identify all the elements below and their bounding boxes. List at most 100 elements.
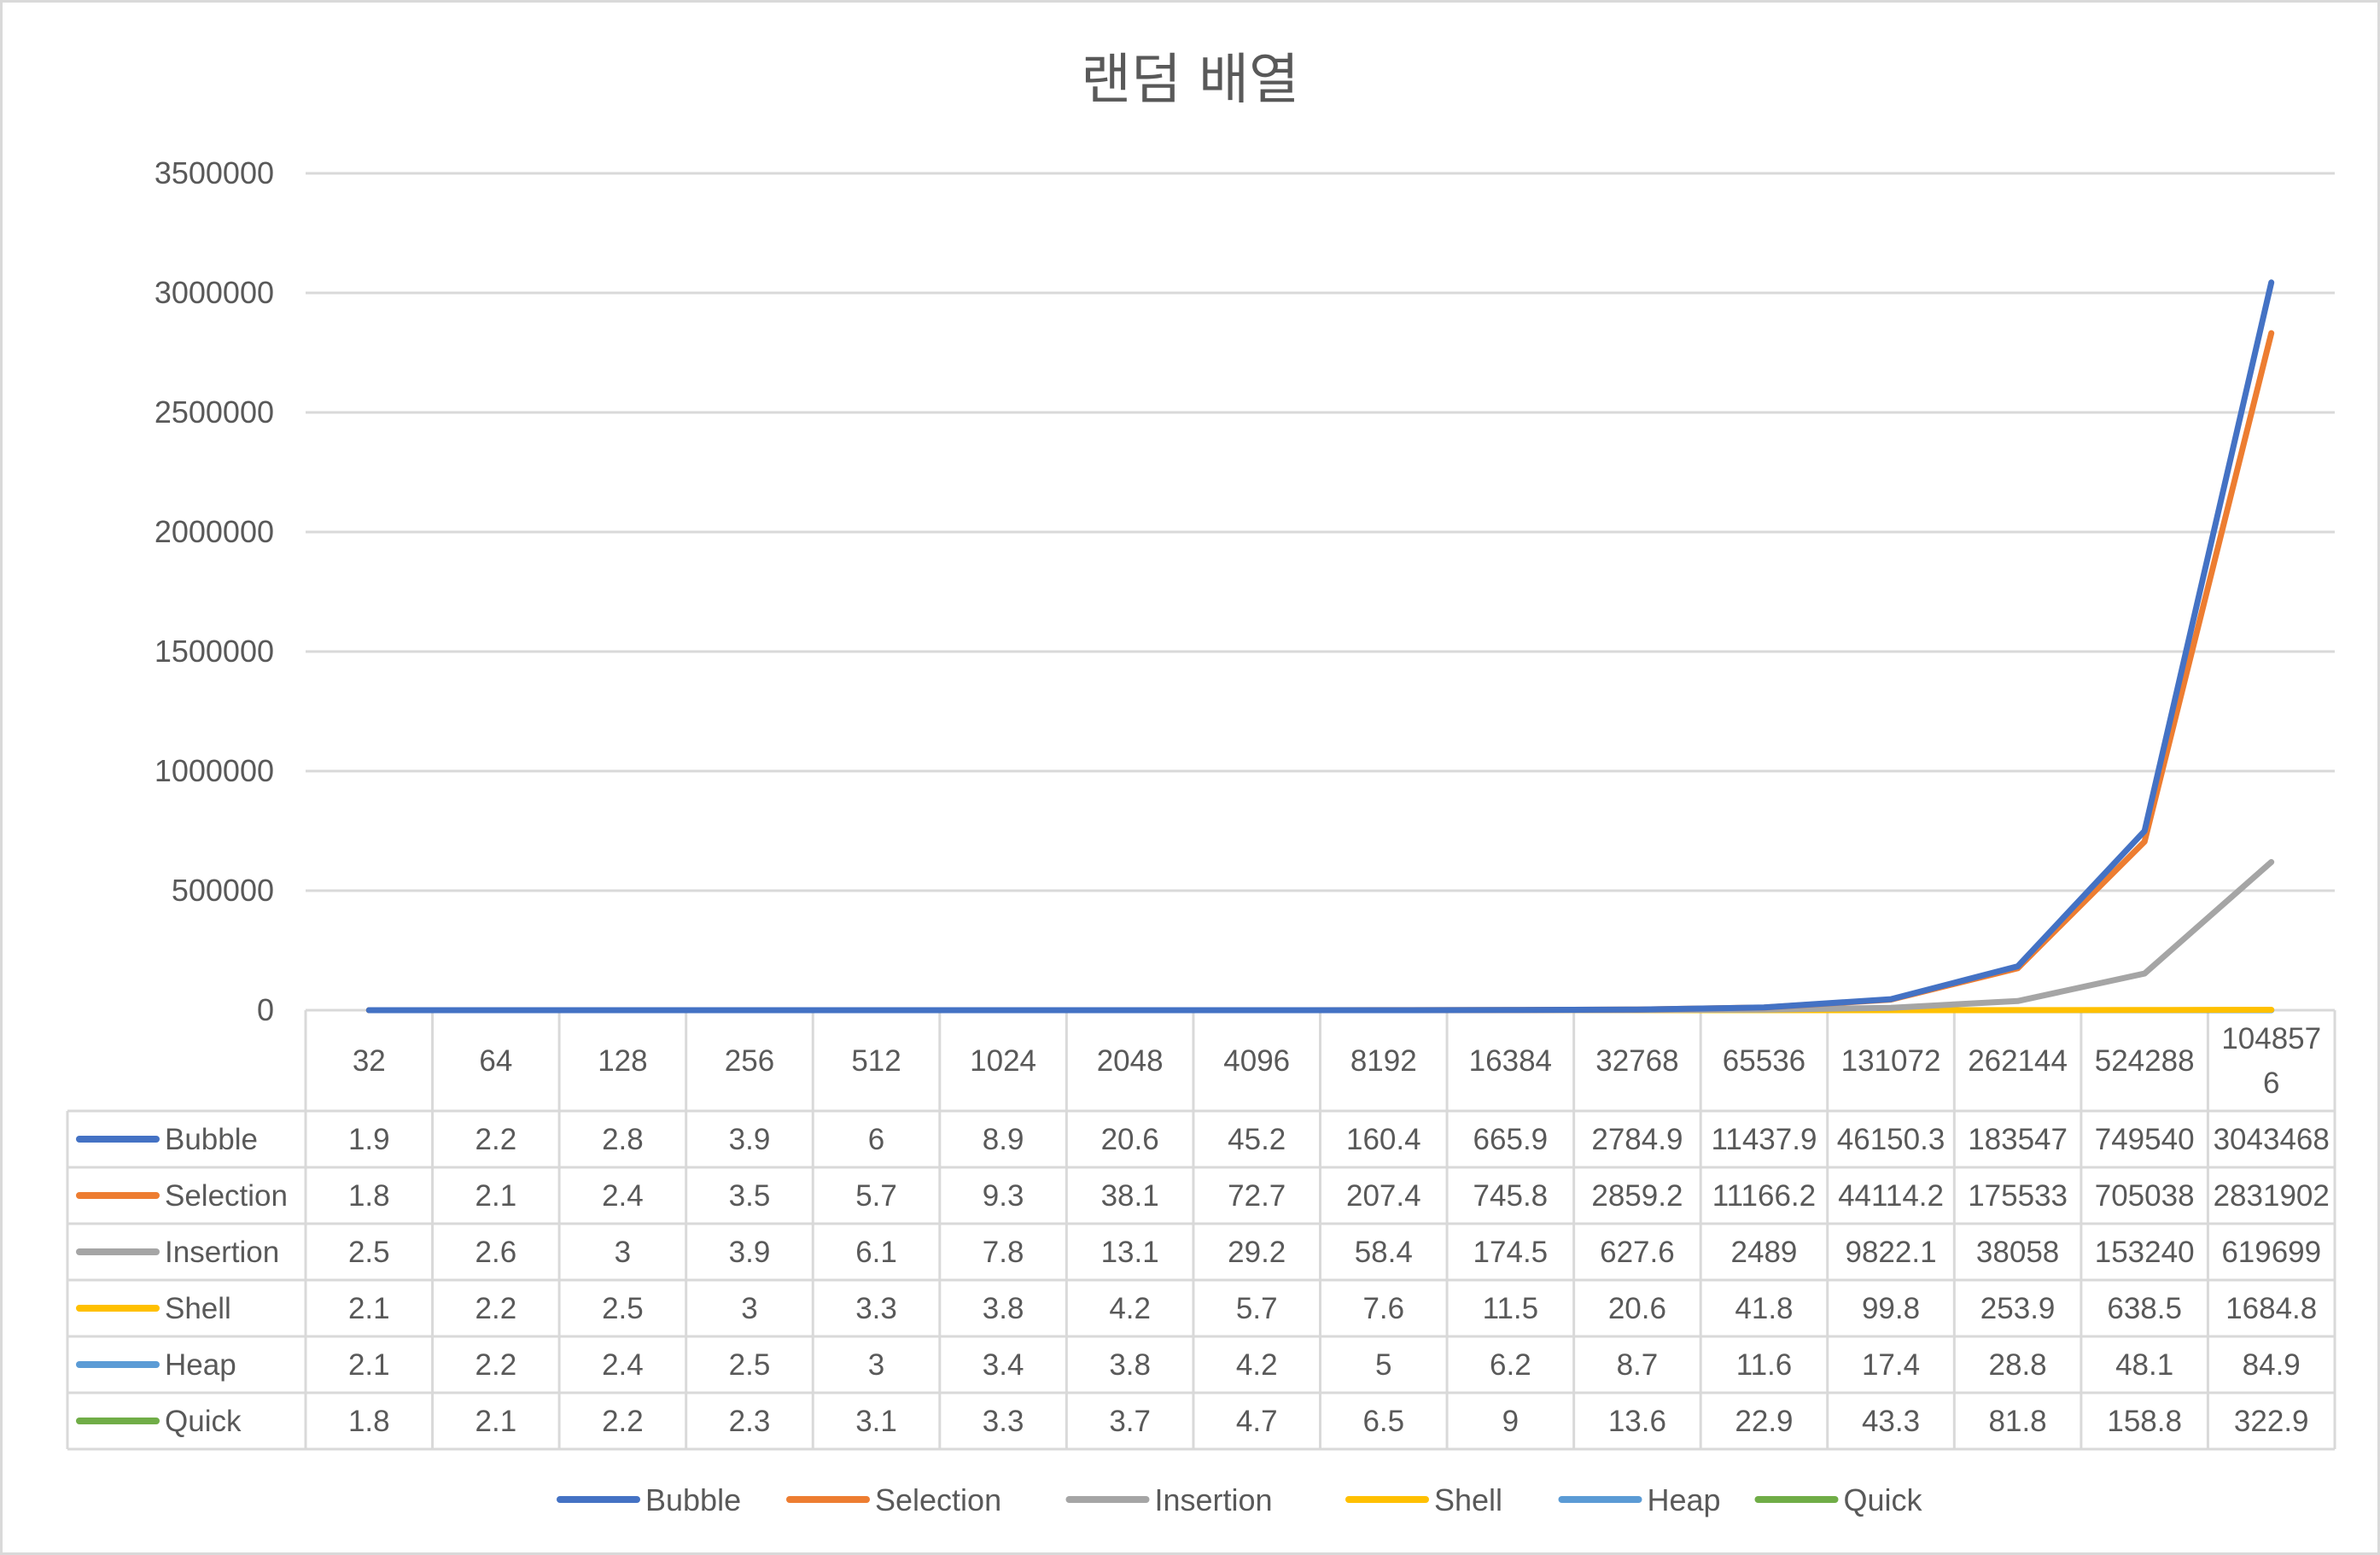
x-category-label: 128	[598, 1044, 647, 1078]
table-cell: 749540	[2095, 1123, 2195, 1156]
table-cell: 627.6	[1600, 1236, 1675, 1269]
table-cell: 174.5	[1473, 1236, 1549, 1269]
table-cell: 2.4	[602, 1179, 644, 1213]
table-series-name: Quick	[165, 1405, 242, 1438]
table-cell: 1684.8	[2225, 1292, 2317, 1325]
y-tick-label: 500000	[172, 873, 274, 908]
table-cell: 13.6	[1608, 1405, 1666, 1438]
table-cell: 3	[741, 1292, 757, 1325]
table-cell: 2489	[1731, 1236, 1798, 1269]
table-cell: 2.5	[729, 1348, 771, 1382]
table-series-name: Bubble	[165, 1123, 258, 1156]
x-category-label: 32768	[1595, 1044, 1678, 1078]
table-cell: 3.9	[729, 1123, 771, 1156]
y-tick-label: 3500000	[155, 155, 274, 190]
table-cell: 3.9	[729, 1236, 771, 1269]
x-category-label: 6	[2263, 1067, 2279, 1100]
table-cell: 72.7	[1228, 1179, 1286, 1213]
x-category-label: 4096	[1223, 1044, 1290, 1078]
legend-item-quick: Quick	[1754, 1482, 1923, 1517]
table-cell: 665.9	[1473, 1123, 1549, 1156]
table-cell: 5.7	[855, 1179, 897, 1213]
table-cell: 20.6	[1608, 1292, 1666, 1325]
table-cell: 4.2	[1109, 1292, 1151, 1325]
legend-label: Selection	[875, 1482, 1001, 1517]
y-tick-label: 0	[257, 992, 274, 1027]
table-cell: 43.3	[1862, 1405, 1920, 1438]
x-category-label: 131072	[1841, 1044, 1941, 1078]
table-cell: 7.6	[1362, 1292, 1404, 1325]
table-cell: 48.1	[2115, 1348, 2173, 1382]
table-cell: 17.4	[1862, 1348, 1920, 1382]
table-cell: 2831902	[2214, 1179, 2330, 1213]
table-cell: 2.2	[602, 1405, 644, 1438]
table-cell: 3	[868, 1348, 884, 1382]
x-category-label: 65536	[1723, 1044, 1805, 1078]
table-cell: 160.4	[1346, 1123, 1421, 1156]
table-cell: 3043468	[2214, 1123, 2330, 1156]
series-lines	[365, 279, 2275, 1014]
table-series-name: Shell	[165, 1292, 231, 1325]
table-cell: 253.9	[1980, 1292, 2056, 1325]
table-cell: 2.1	[348, 1348, 390, 1382]
table-cell: 2.2	[475, 1348, 517, 1382]
table-cell: 3.4	[983, 1348, 1024, 1382]
table-cell: 29.2	[1228, 1236, 1286, 1269]
table-cell: 38058	[1976, 1236, 2059, 1269]
x-category-label: 16384	[1469, 1044, 1552, 1078]
table-series-name: Heap	[165, 1348, 236, 1382]
legend-item-selection: Selection	[786, 1482, 1001, 1517]
table-cell: 6.5	[1362, 1405, 1404, 1438]
x-category-label: 104857	[2221, 1022, 2321, 1055]
gridlines	[306, 172, 2335, 892]
table-cell: 3.1	[855, 1405, 897, 1438]
legend-item-shell: Shell	[1345, 1482, 1502, 1517]
table-cell: 9.3	[983, 1179, 1024, 1213]
y-axis: 0 500000 1000000 1500000 2000000 2500000 30000…	[155, 155, 274, 1027]
x-category-label: 8192	[1350, 1044, 1417, 1078]
table-cell: 153240	[2095, 1236, 2195, 1269]
table-cell: 99.8	[1862, 1292, 1920, 1325]
table-cell: 3.8	[983, 1292, 1024, 1325]
table-cell: 8.9	[983, 1123, 1024, 1156]
x-category-label: 524288	[2095, 1044, 2195, 1078]
table-cell: 9822.1	[1846, 1236, 1937, 1269]
x-category-label: 256	[725, 1044, 774, 1078]
table-series-name: Selection	[165, 1179, 288, 1213]
table-cell: 11437.9	[1712, 1123, 1817, 1156]
table-cell: 46150.3	[1837, 1123, 1945, 1156]
table-cell: 2.8	[602, 1123, 644, 1156]
x-category-label: 262144	[1968, 1044, 2068, 1078]
table-cell: 8.7	[1617, 1348, 1659, 1382]
table-cell: 22.9	[1735, 1405, 1793, 1438]
x-category-label: 64	[479, 1044, 512, 1078]
table-cell: 1.8	[348, 1405, 390, 1438]
table-cell: 705038	[2095, 1179, 2195, 1213]
legend-item-insertion: Insertion	[1065, 1482, 1273, 1517]
x-category-label: 2048	[1097, 1044, 1164, 1078]
table-cell: 11.6	[1736, 1348, 1793, 1382]
table-cell: 4.7	[1236, 1405, 1278, 1438]
table-cell: 7.8	[983, 1236, 1024, 1269]
table-cell: 1.9	[348, 1123, 390, 1156]
table-cell: 2.1	[475, 1179, 517, 1213]
y-tick-label: 1500000	[155, 634, 274, 669]
table-cell: 13.1	[1101, 1236, 1159, 1269]
x-category-label: 512	[851, 1044, 901, 1078]
table-cell: 3.7	[1109, 1405, 1151, 1438]
table-cell: 3.5	[729, 1179, 771, 1213]
table-cell: 4.2	[1236, 1348, 1278, 1382]
y-tick-label: 2500000	[155, 395, 274, 430]
y-tick-label: 3000000	[155, 275, 274, 310]
x-category-label: 1024	[970, 1044, 1036, 1078]
legend-label: Quick	[1844, 1482, 1923, 1517]
table-cell: 5	[1375, 1348, 1391, 1382]
data-table: 32 64 128 256 512 1024 2048 4096 8192 16384 32768 6…	[66, 1008, 2336, 1451]
table-cell: 175533	[1968, 1179, 2068, 1213]
table-cell: 6.1	[855, 1236, 897, 1269]
legend: Bubble Selection Insertion Shell Heap Quick	[557, 1482, 1923, 1517]
line-chart: 랜덤 배열 0 500000 1000000 1500000 2000000 250000…	[66, 49, 2336, 1517]
table-cell: 41.8	[1735, 1292, 1793, 1325]
table-cell: 38.1	[1101, 1179, 1159, 1213]
table-cell: 5.7	[1236, 1292, 1278, 1325]
